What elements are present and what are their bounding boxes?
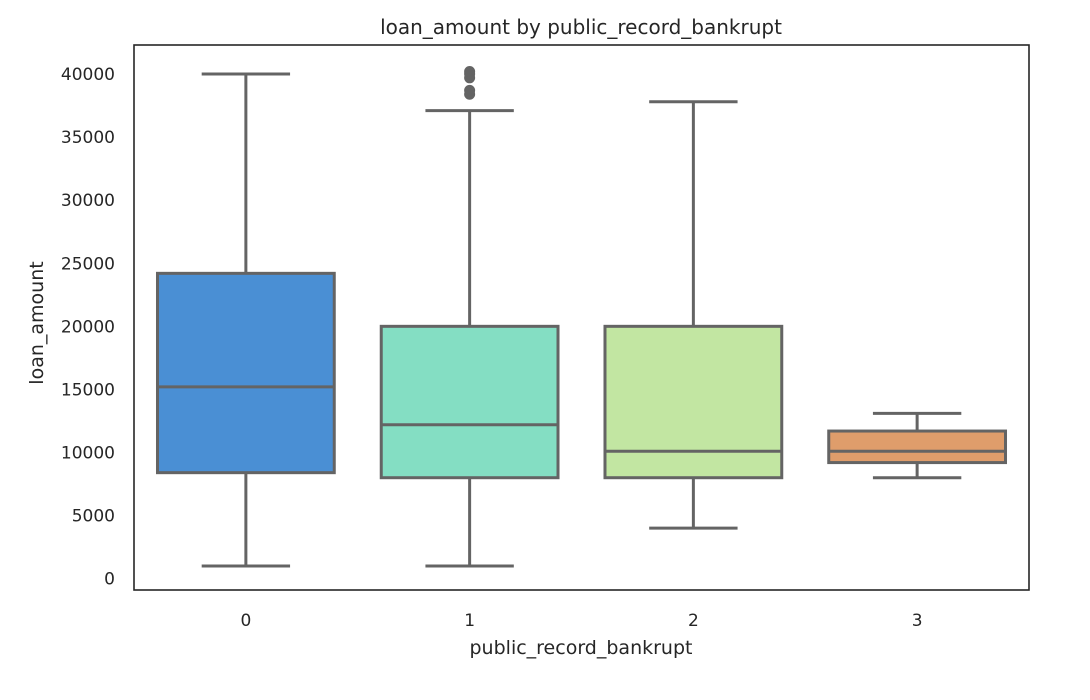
box-category-2 [603, 100, 784, 530]
iqr-box [827, 429, 1008, 465]
y-tick: 15000 [61, 380, 115, 400]
x-tick: 0 [240, 611, 251, 631]
y-tick: 35000 [61, 128, 115, 148]
y-tick: 0 [104, 570, 115, 590]
y-tick: 40000 [61, 65, 115, 85]
iqr-box [379, 324, 560, 480]
chart-title: loan_amount by public_record_bankrupt [380, 15, 782, 39]
x-tick-label: 3 [912, 611, 923, 631]
iqr-box [155, 271, 336, 475]
y-tick-label: 40000 [61, 65, 115, 85]
y-tick-label: 30000 [61, 191, 115, 211]
y-axis-label: loan_amount [26, 261, 48, 384]
outlier-point [464, 84, 476, 96]
x-axis-ticks: 0 1 2 3 [240, 611, 922, 631]
x-tick: 2 [688, 611, 699, 631]
y-tick-label: 15000 [61, 380, 115, 400]
y-tick: 5000 [72, 507, 115, 527]
y-axis-ticks: 0 5000 10000 15000 20000 25000 30000 35000 40000 [61, 65, 115, 590]
y-tick-label: 25000 [61, 254, 115, 274]
x-tick: 1 [464, 611, 475, 631]
x-tick-label: 2 [688, 611, 699, 631]
y-tick-label: 0 [104, 570, 115, 590]
boxes-layer [155, 65, 1008, 568]
box-category-1 [379, 65, 560, 568]
y-tick: 10000 [61, 443, 115, 463]
outlier-point [464, 65, 476, 77]
y-tick-label: 10000 [61, 443, 115, 463]
y-tick-label: 20000 [61, 317, 115, 337]
y-tick: 30000 [61, 191, 115, 211]
x-tick-label: 1 [464, 611, 475, 631]
iqr-box [603, 324, 784, 480]
plot-frame [133, 44, 1030, 591]
x-axis-label: public_record_bankrupt [470, 637, 693, 659]
y-tick-label: 35000 [61, 128, 115, 148]
box-category-0 [155, 72, 336, 568]
box-category-3 [827, 411, 1008, 480]
y-tick: 20000 [61, 317, 115, 337]
x-tick-label: 0 [240, 611, 251, 631]
x-tick: 3 [912, 611, 923, 631]
y-tick: 25000 [61, 254, 115, 274]
y-tick-label: 5000 [72, 507, 115, 527]
